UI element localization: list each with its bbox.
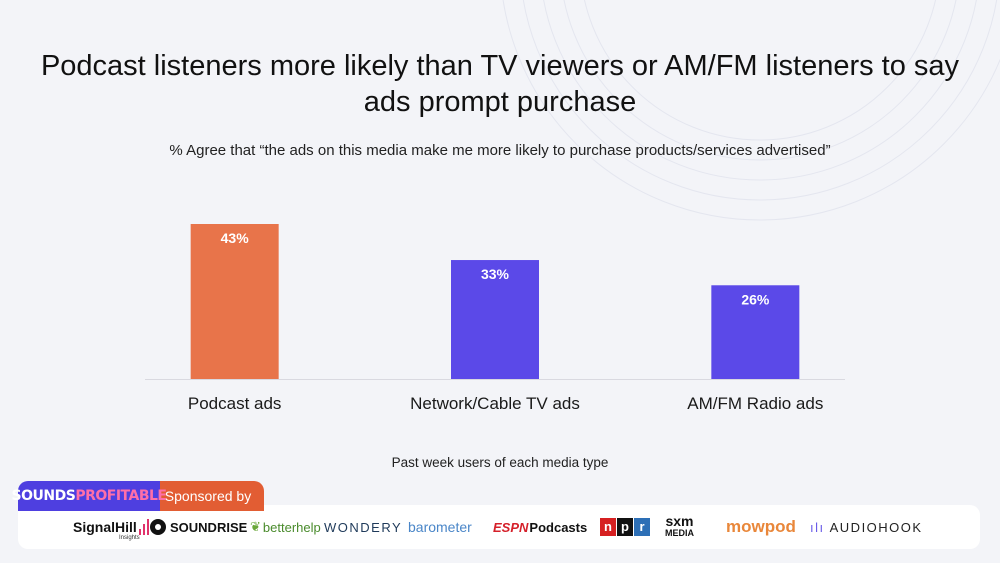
betterhelp-logo[interactable]: ❦ betterhelp: [250, 505, 321, 549]
soundrise-icon: [150, 519, 166, 535]
category-tick-label: AM/FM Radio ads: [687, 394, 823, 413]
data-label: 33%: [481, 266, 510, 282]
leaf-icon: ❦: [250, 519, 261, 534]
espn-podcasts-logo[interactable]: ESPN Podcasts: [493, 505, 587, 549]
npr-letter-r: r: [634, 518, 650, 536]
data-label: 43%: [221, 230, 250, 246]
npr-logo[interactable]: n p r: [600, 505, 651, 549]
wondery-logo[interactable]: WONDERY: [324, 505, 402, 549]
bar-network-cable-tv-ads: [451, 260, 539, 379]
x-axis-label: Past week users of each media type: [391, 455, 609, 470]
barometer-logo[interactable]: barometer: [408, 505, 472, 549]
signalhill-logo[interactable]: SignalHill Insights: [73, 505, 149, 549]
sxm-media-logo[interactable]: sxm MEDIA: [665, 505, 694, 549]
sxm-text: sxm: [665, 513, 694, 529]
audiohook-logo[interactable]: ılı AUDIOHOOK: [810, 505, 923, 549]
sponsor-bar: [18, 505, 980, 549]
sxm-media-text: MEDIA: [665, 528, 694, 538]
soundrise-logo[interactable]: SOUNDRISE: [150, 505, 247, 549]
espn-podcasts-text: Podcasts: [529, 519, 588, 535]
sponsored-by-label: Sponsored by: [164, 488, 252, 504]
audiohook-text: AUDIOHOOK: [829, 519, 923, 535]
chart-title: Podcast listeners more likely than TV vi…: [40, 50, 960, 118]
signalhill-subtext: Insights: [119, 535, 140, 541]
mowpod-text: mowpod: [726, 517, 796, 536]
chart-subtitle: % Agree that “the ads on this media make…: [169, 142, 831, 159]
sounds-profitable-logo[interactable]: SOUNDS PROFITABLE: [12, 481, 167, 511]
bar-podcast-ads: [190, 224, 279, 379]
brand-part-1: SOUNDS: [11, 488, 76, 504]
soundrise-text: SOUNDRISE: [170, 519, 248, 535]
sound-wave-icon: ılı: [810, 519, 825, 535]
bar-am-fm-radio-ads: [711, 285, 800, 379]
barometer-text: barometer: [408, 519, 472, 535]
category-tick-label: Network/Cable TV ads: [410, 394, 580, 413]
signalhill-text: SignalHill: [73, 519, 137, 535]
betterhelp-text: betterhelp: [262, 519, 321, 535]
data-label: 26%: [741, 291, 770, 307]
npr-letter-n: n: [600, 518, 616, 536]
npr-letter-p: p: [617, 518, 633, 536]
sponsored-by-tab: Sponsored by: [152, 481, 264, 511]
wondery-text: WONDERY: [324, 519, 403, 535]
signal-bars-icon: [138, 519, 149, 535]
category-tick-label: Podcast ads: [188, 394, 282, 413]
brand-part-2: PROFITABLE: [75, 488, 167, 504]
espn-brand: ESPN: [493, 519, 529, 535]
mowpod-logo[interactable]: mowpod: [726, 505, 796, 549]
